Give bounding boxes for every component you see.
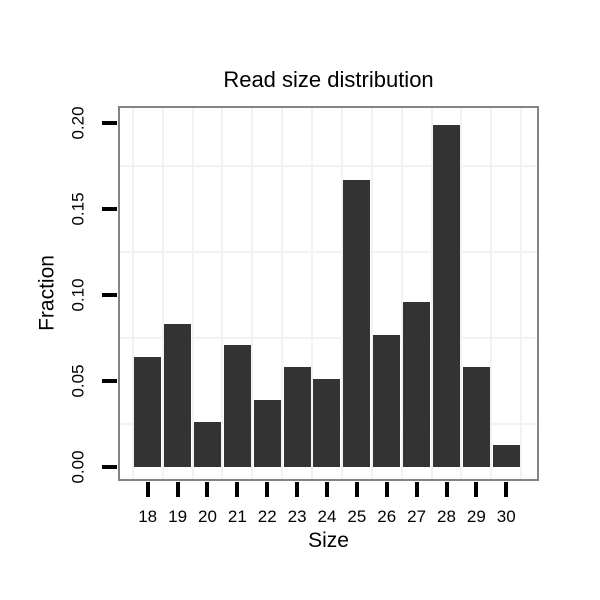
gridline-vertical [281, 108, 284, 479]
gridline-horizontal [120, 337, 537, 340]
y-axis-tick [102, 465, 117, 469]
x-tick-label: 28 [437, 507, 456, 526]
chart-title: Read size distribution [223, 67, 434, 92]
x-tick-label: 25 [347, 507, 367, 526]
plot-panel [118, 106, 539, 481]
x-tick-label: 27 [407, 507, 427, 526]
bar-size-22 [253, 400, 281, 467]
bar-size-29 [462, 367, 490, 467]
gridline-vertical [221, 108, 224, 479]
x-axis-tick [474, 482, 479, 497]
x-axis-tick [145, 482, 150, 497]
gridline-vertical [430, 108, 433, 479]
gridline-vertical [490, 108, 493, 479]
y-tick-label: 0.20 [68, 106, 88, 140]
x-axis-tick [295, 482, 300, 497]
gridline-horizontal [120, 251, 537, 254]
x-tick-label: 26 [377, 507, 397, 526]
bar-size-21 [223, 345, 251, 467]
x-tick-label: 18 [138, 507, 158, 526]
gridline-vertical [520, 108, 523, 479]
bar-size-28 [433, 125, 460, 467]
x-tick-label: 21 [227, 507, 247, 526]
x-axis-tick [504, 482, 509, 497]
gridline-vertical [191, 108, 194, 479]
bar-size-19 [164, 324, 192, 467]
x-tick-label: 20 [197, 507, 217, 526]
gridline-vertical [311, 108, 314, 479]
y-tick-label: 0.10 [68, 278, 88, 312]
x-axis-tick [324, 482, 329, 497]
bar-size-25 [343, 180, 371, 467]
gridline-horizontal [120, 165, 537, 168]
x-axis-tick [205, 482, 210, 497]
x-axis-tick [384, 482, 389, 497]
y-axis-tick [102, 379, 117, 384]
y-tick-label: 0.05 [68, 364, 88, 398]
bar-size-18 [134, 357, 162, 467]
x-tick-label: 24 [317, 507, 337, 526]
gridline-vertical [400, 108, 403, 479]
gridline-vertical [161, 108, 164, 479]
x-axis-tick [235, 482, 240, 497]
bar-size-26 [373, 335, 401, 467]
x-tick-label: 30 [496, 507, 516, 526]
y-axis-label: Fraction [35, 255, 59, 331]
gridline-vertical [370, 108, 373, 479]
x-axis-tick [354, 482, 359, 497]
gridline-vertical [460, 108, 463, 479]
bar-size-23 [283, 367, 311, 467]
x-tick-label: 19 [168, 507, 188, 526]
bar-size-27 [403, 302, 431, 467]
x-tick-label: 29 [466, 507, 486, 526]
x-tick-label: 23 [287, 507, 307, 526]
y-axis-tick [102, 207, 117, 212]
bar-size-30 [492, 445, 520, 467]
gridline-vertical [251, 108, 254, 479]
x-axis-tick [444, 482, 449, 497]
x-tick-label: 22 [257, 507, 277, 526]
y-axis-tick [102, 293, 117, 298]
y-tick-label: 0.15 [68, 192, 88, 226]
gridline-vertical [340, 108, 343, 479]
gridline-vertical [131, 108, 134, 479]
x-axis-label: Size [308, 529, 349, 552]
x-axis-tick [414, 482, 419, 497]
y-axis-tick [102, 121, 117, 126]
x-axis-tick [175, 482, 180, 497]
y-tick-label: 0.00 [68, 450, 88, 484]
bar-size-24 [313, 379, 341, 467]
x-axis-tick [265, 482, 270, 497]
bar-size-20 [193, 422, 221, 467]
